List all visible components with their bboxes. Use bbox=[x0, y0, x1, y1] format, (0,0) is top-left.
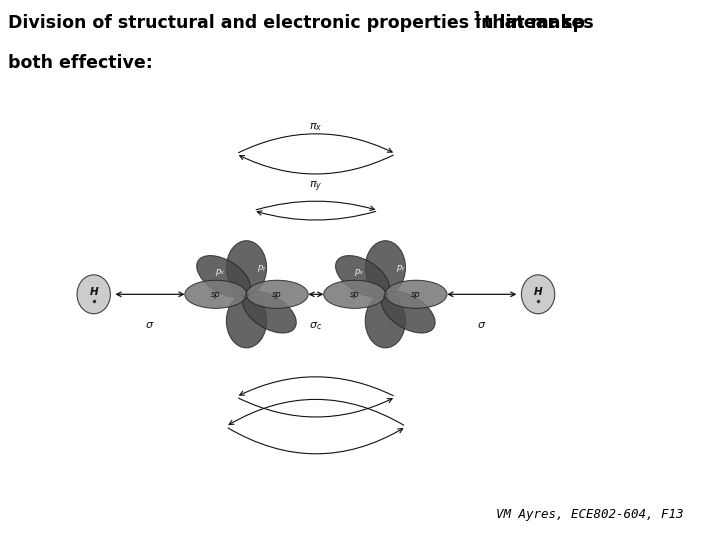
Text: pₓ: pₓ bbox=[215, 267, 225, 275]
Text: $\sigma_c$: $\sigma_c$ bbox=[310, 320, 323, 332]
Text: $\pi_x$: $\pi_x$ bbox=[309, 122, 323, 133]
Ellipse shape bbox=[336, 255, 390, 298]
Ellipse shape bbox=[246, 280, 308, 308]
Ellipse shape bbox=[243, 291, 297, 333]
Text: sp: sp bbox=[411, 290, 421, 299]
Ellipse shape bbox=[365, 241, 405, 294]
Text: $\sigma$: $\sigma$ bbox=[477, 320, 487, 330]
Text: Division of structural and electronic properties in linear sp: Division of structural and electronic pr… bbox=[9, 14, 585, 31]
Ellipse shape bbox=[185, 280, 247, 308]
Ellipse shape bbox=[77, 275, 110, 314]
Text: H: H bbox=[534, 287, 542, 296]
Ellipse shape bbox=[521, 275, 554, 314]
Text: both effective:: both effective: bbox=[9, 54, 153, 72]
Text: C: C bbox=[244, 294, 249, 300]
Ellipse shape bbox=[382, 291, 435, 333]
Ellipse shape bbox=[365, 294, 405, 348]
Ellipse shape bbox=[324, 280, 386, 308]
Ellipse shape bbox=[385, 280, 447, 308]
Ellipse shape bbox=[197, 255, 251, 298]
Ellipse shape bbox=[226, 241, 266, 294]
Text: 1: 1 bbox=[472, 10, 481, 23]
Ellipse shape bbox=[226, 294, 266, 348]
Text: $\pi_y$: $\pi_y$ bbox=[309, 179, 323, 194]
Text: pₓ: pₓ bbox=[354, 267, 364, 275]
Text: sp: sp bbox=[211, 290, 220, 299]
Text: C: C bbox=[383, 294, 388, 300]
Text: H: H bbox=[89, 287, 98, 296]
Text: that makes: that makes bbox=[477, 14, 593, 31]
Text: sp: sp bbox=[350, 290, 359, 299]
Text: $\sigma$: $\sigma$ bbox=[145, 320, 155, 330]
Text: pᵧ: pᵧ bbox=[397, 263, 405, 272]
Text: VM Ayres, ECE802-604, F13: VM Ayres, ECE802-604, F13 bbox=[496, 508, 684, 521]
Text: sp: sp bbox=[272, 290, 282, 299]
Text: pᵧ: pᵧ bbox=[258, 263, 266, 272]
